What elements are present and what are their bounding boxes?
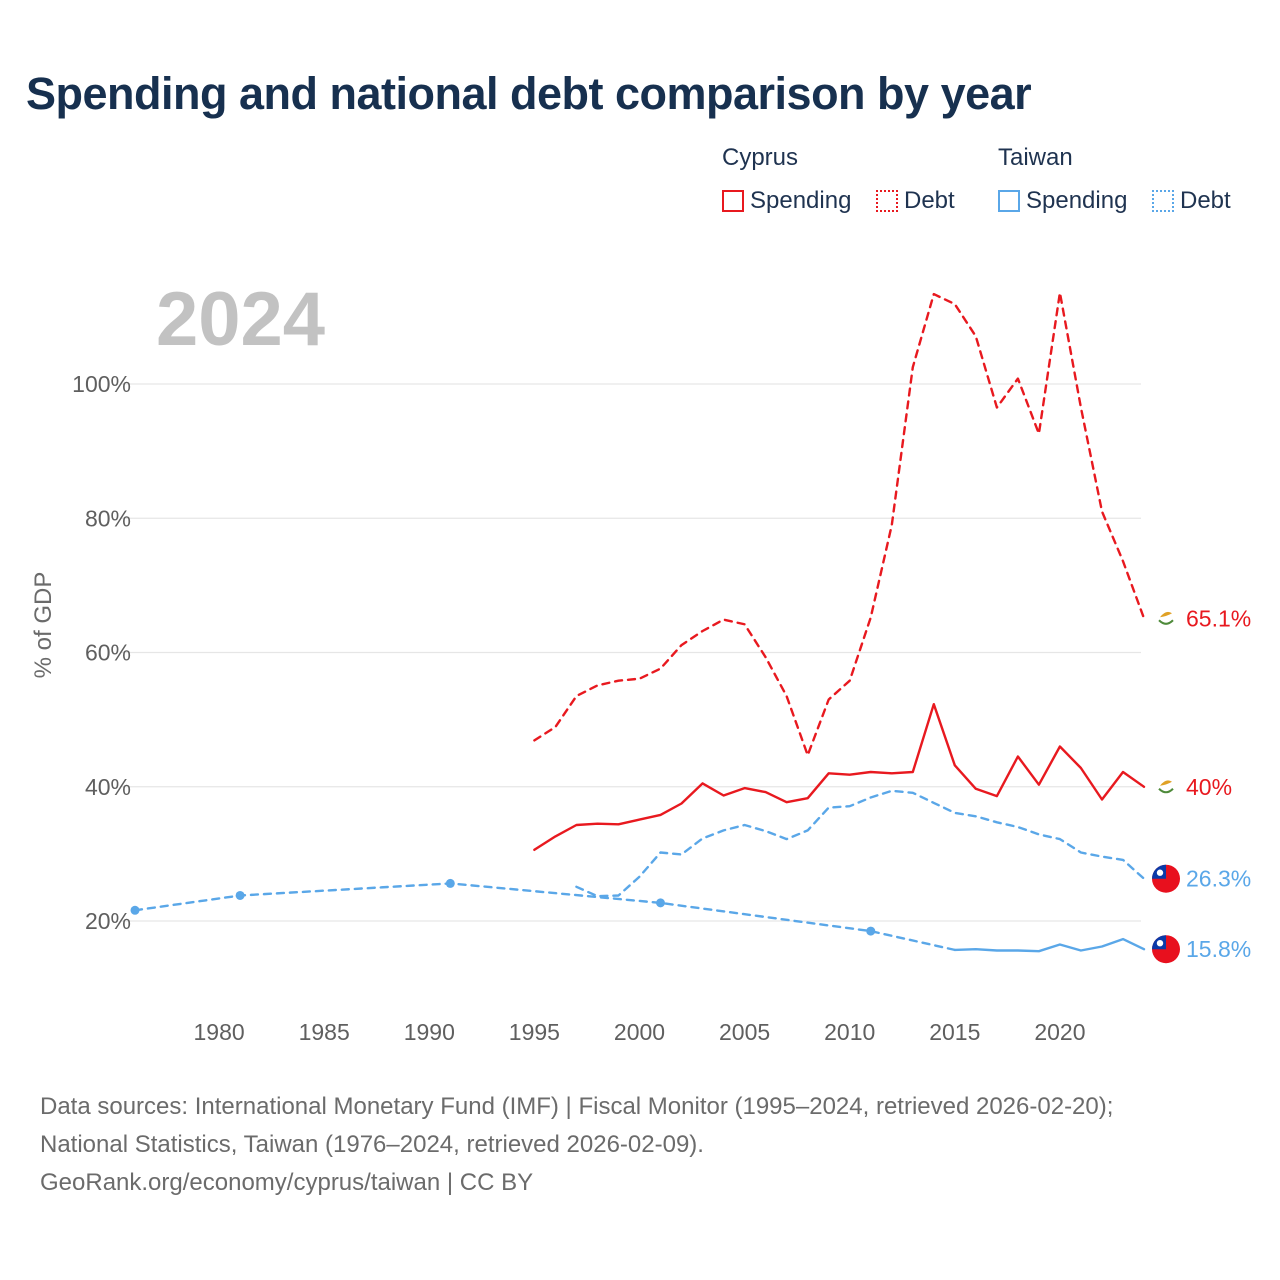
end-label-cyprus-debt: 65.1% (1186, 605, 1251, 631)
x-tick-label: 1995 (509, 1019, 560, 1045)
legend-swatch-dotted-red (876, 190, 898, 212)
series-line-cyprus-debt (533, 291, 1146, 757)
legend-swatch-solid-blue (998, 190, 1020, 212)
y-tick-label: 40% (85, 774, 131, 800)
x-tick-label: 2015 (929, 1019, 980, 1045)
data-point-taiwan-spending (656, 898, 666, 908)
taiwan-flag-icon (1152, 864, 1180, 893)
chart-title: Spending and national debt comparison by… (26, 68, 1032, 119)
series-line-cyprus-spending (533, 703, 1146, 851)
data-point-taiwan-spending (866, 926, 876, 936)
end-label-cyprus-spending: 40% (1186, 774, 1232, 800)
x-tick-label: 1980 (193, 1019, 244, 1045)
legend-label: Spending (750, 187, 852, 214)
taiwan-flag-icon (1152, 935, 1180, 964)
flag-sun (1156, 869, 1164, 876)
cyprus-flag-icon (1157, 609, 1175, 628)
legend-swatch-solid-red (722, 190, 744, 212)
legend-group-taiwan: Taiwan (998, 144, 1073, 171)
x-tick-label: 2010 (824, 1019, 875, 1045)
flag-olive-branches (1158, 788, 1174, 794)
data-sources: Data sources: International Monetary Fun… (40, 1088, 1113, 1202)
end-labels: 65.1% 40% 26.3% 15.8% (1152, 605, 1251, 964)
x-tick-label: 1985 (299, 1019, 350, 1045)
cyprus-flag-icon (1157, 777, 1175, 796)
y-tick-label: 60% (85, 640, 131, 666)
series-group (130, 291, 1146, 953)
x-tick-label: 2000 (614, 1019, 665, 1045)
series-line-taiwan-spending (953, 937, 1146, 953)
legend-label: Debt (904, 187, 955, 214)
x-axis: 1980 1985 1990 1995 2000 2005 2010 2015 2020 (193, 1019, 1085, 1045)
data-point-taiwan-spending (445, 878, 455, 888)
legend-item-taiwan-debt[interactable]: Debt (1152, 186, 1231, 216)
legend-label: Spending (1026, 187, 1128, 214)
data-point-taiwan-spending (130, 905, 140, 915)
end-label-taiwan-spending: 15.8% (1186, 936, 1251, 962)
legend-item-taiwan-spending[interactable]: Spending (998, 186, 1127, 216)
x-tick-label: 2005 (719, 1019, 770, 1045)
legend-swatch-dotted-blue (1152, 190, 1174, 212)
end-label-taiwan-debt: 26.3% (1186, 866, 1251, 892)
gridlines (120, 383, 1141, 922)
flag-olive-branches (1158, 619, 1174, 625)
year-overlay: 2024 (156, 277, 326, 362)
y-axis-label: % of GDP (30, 572, 57, 679)
legend: Cyprus Taiwan Spending Debt Spending Deb… (0, 144, 1280, 224)
legend-group-cyprus: Cyprus (722, 144, 799, 171)
x-tick-label: 2020 (1034, 1019, 1085, 1045)
source-line-1: Data sources: International Monetary Fun… (40, 1093, 1114, 1120)
flag-island-shape (1160, 611, 1172, 618)
legend-item-cyprus-spending[interactable]: Spending (722, 186, 851, 216)
source-line-3[interactable]: GeoRank.org/economy/cyprus/taiwan | CC B… (40, 1169, 534, 1196)
y-tick-label: 80% (85, 505, 131, 531)
y-tick-label: 100% (72, 371, 131, 397)
y-axis: 20% 40% 60% 80% 100% (72, 371, 131, 934)
y-tick-label: 20% (85, 908, 131, 934)
series-line-taiwan-spending-interpolated (133, 882, 956, 952)
data-point-taiwan-spending (235, 890, 245, 900)
legend-label: Debt (1180, 187, 1231, 214)
flag-island-shape (1160, 780, 1172, 786)
series-line-taiwan-debt (575, 789, 1146, 898)
legend-item-cyprus-debt[interactable]: Debt (876, 186, 955, 216)
source-line-2: National Statistics, Taiwan (1976–2024, … (40, 1131, 704, 1158)
x-tick-label: 1990 (404, 1019, 455, 1045)
flag-sun (1156, 939, 1164, 947)
